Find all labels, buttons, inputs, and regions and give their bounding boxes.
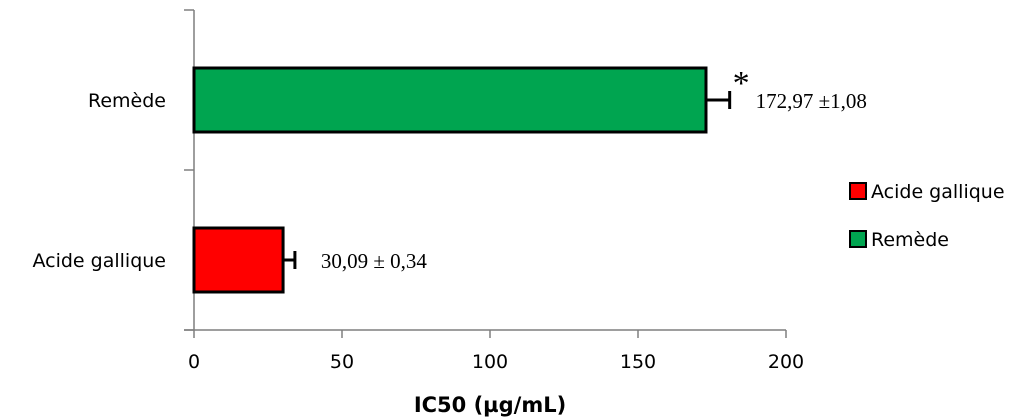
bar xyxy=(192,226,285,294)
category-label: Acide gallique xyxy=(32,250,166,272)
data-label: 30,09 ± 0,34 xyxy=(321,249,428,273)
significance-marker: * xyxy=(733,65,750,102)
data-label: 172,97 ±1,08 xyxy=(756,89,867,113)
legend-label: Remède xyxy=(871,229,949,251)
x-tick-label: 200 xyxy=(768,351,804,373)
legend-swatch xyxy=(849,230,867,248)
x-tick-label: 100 xyxy=(472,351,508,373)
legend-label: Acide gallique xyxy=(871,181,1005,203)
legend-swatch xyxy=(849,182,867,200)
x-tick-label: 50 xyxy=(330,351,354,373)
x-tick-labels: 0 50 100 150 200 xyxy=(188,351,804,373)
legend: Acide gallique Remède xyxy=(849,181,1005,251)
bars xyxy=(192,66,732,294)
bar xyxy=(192,66,708,134)
x-axis-label: IC50 (µg/mL) xyxy=(414,393,566,417)
category-label: Remède xyxy=(88,90,166,112)
x-tick-label: 150 xyxy=(620,351,656,373)
data-labels: 172,97 ±1,08* 30,09 ± 0,34 xyxy=(321,65,867,273)
x-tick-label: 0 xyxy=(188,351,200,373)
category-labels: Remède Acide gallique xyxy=(32,90,166,272)
